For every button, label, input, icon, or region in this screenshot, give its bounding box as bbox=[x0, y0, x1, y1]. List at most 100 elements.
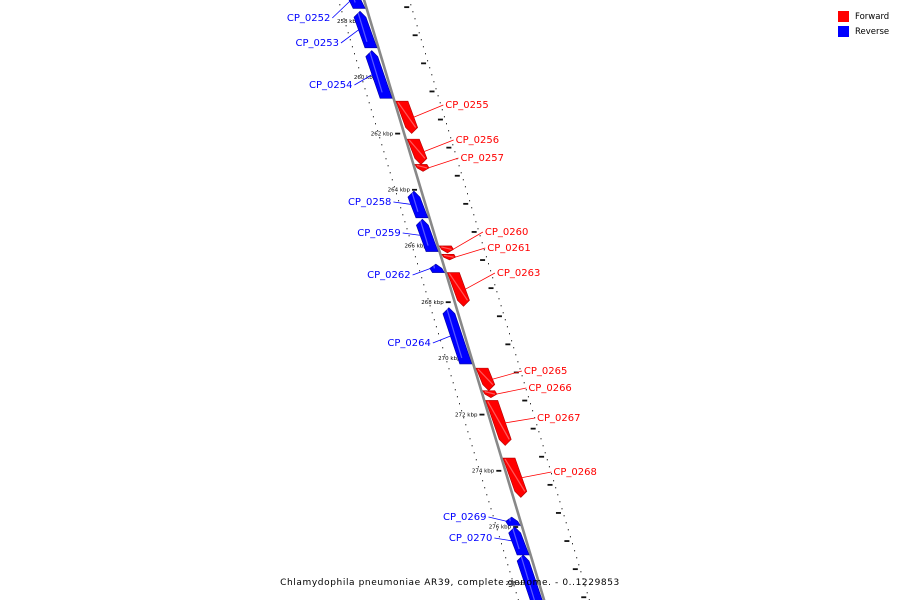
gene-cp-0262-reverse[interactable] bbox=[429, 263, 445, 273]
guide-dot-right bbox=[427, 60, 429, 62]
guide-dot-right bbox=[586, 592, 588, 594]
guide-dot-left bbox=[480, 473, 481, 475]
gene-labels: CP_0252 CP_0253 CP_0254 CP_0255 CP_0256 CP_02… bbox=[287, 0, 597, 544]
guide-dot-left bbox=[505, 557, 507, 559]
guide-dot-left bbox=[356, 60, 358, 62]
leader-line bbox=[412, 268, 431, 276]
gene-highlight bbox=[509, 517, 511, 522]
guide-dot-right bbox=[416, 25, 418, 27]
guide-dot-right bbox=[540, 438, 542, 440]
tick-label: 276 kbp bbox=[489, 525, 512, 531]
guide-dot-right bbox=[452, 144, 454, 146]
guide-dot-right bbox=[485, 256, 487, 258]
guide-dot-left bbox=[503, 550, 505, 552]
guide-dot-left bbox=[490, 508, 492, 510]
guide-dot-left bbox=[459, 403, 460, 405]
guide-dot-right bbox=[460, 172, 462, 174]
gene-label-cp-0261: CP_0261 bbox=[487, 243, 530, 254]
guide-dot-left bbox=[358, 67, 360, 69]
dotted-guides bbox=[339, 4, 590, 600]
gene-cp-0260-forward[interactable] bbox=[438, 245, 454, 254]
guide-dot-left bbox=[473, 452, 475, 454]
leader-line bbox=[496, 387, 527, 395]
guide-dot-right bbox=[454, 151, 456, 153]
gene-label-cp-0267: CP_0267 bbox=[537, 413, 580, 424]
guide-dot-left bbox=[509, 571, 511, 573]
tick-mark bbox=[496, 469, 502, 472]
tick-mark-minor bbox=[564, 540, 570, 542]
gene-highlight bbox=[408, 139, 426, 159]
guide-dot-right bbox=[469, 200, 471, 202]
gene-cp-0266-forward[interactable] bbox=[482, 390, 498, 398]
guide-dot-right bbox=[544, 452, 546, 454]
tick-label: 262 kbp bbox=[371, 131, 394, 137]
guide-dot-left bbox=[381, 144, 383, 146]
guide-dot-left bbox=[435, 326, 437, 328]
guide-dot-right bbox=[464, 186, 466, 188]
guide-dot-left bbox=[463, 417, 465, 419]
gene-cp-0253-reverse[interactable] bbox=[353, 10, 378, 49]
guide-dot-right bbox=[437, 95, 439, 97]
gene-label-cp-0259: CP_0259 bbox=[357, 228, 400, 239]
guide-dot-left bbox=[507, 564, 509, 566]
gene-cp-0267-forward[interactable] bbox=[485, 400, 512, 446]
guide-dot-left bbox=[498, 536, 500, 538]
guide-dot-left bbox=[488, 501, 490, 503]
gene-cp-0268-forward[interactable] bbox=[502, 457, 528, 498]
gene-unlabeled-reverse[interactable] bbox=[516, 554, 546, 600]
guide-dot-right bbox=[473, 214, 475, 216]
tick-mark bbox=[412, 188, 418, 191]
gene-cp-0257-forward[interactable] bbox=[414, 164, 430, 172]
guide-dot-right bbox=[561, 508, 563, 510]
guide-dot-left bbox=[383, 151, 385, 153]
genome-backbone bbox=[362, 0, 546, 600]
tick-label: 278 kbp bbox=[506, 581, 529, 587]
gene-cp-0265-forward[interactable] bbox=[475, 367, 496, 392]
tick-mark-minor bbox=[463, 202, 469, 205]
gene-highlight bbox=[520, 555, 536, 600]
gene-cp-0263-forward[interactable] bbox=[446, 272, 470, 307]
guide-dot-right bbox=[431, 74, 433, 76]
guide-dot-left bbox=[450, 375, 452, 377]
gene-highlight bbox=[397, 101, 417, 128]
guide-dot-right bbox=[551, 473, 552, 475]
gene-highlight bbox=[433, 265, 435, 269]
guide-dot-right bbox=[517, 361, 519, 363]
gene-cp-0254-reverse[interactable] bbox=[365, 50, 393, 99]
gene-label-cp-0269: CP_0269 bbox=[443, 512, 486, 523]
leader-line bbox=[521, 471, 552, 479]
guide-dot-left bbox=[402, 214, 404, 216]
gene-cp-0252-reverse[interactable] bbox=[348, 0, 366, 9]
gene-cp-0261-forward[interactable] bbox=[441, 254, 457, 261]
guide-dot-right bbox=[502, 312, 504, 314]
guide-dot-right bbox=[483, 249, 485, 251]
gene-cp-0258-reverse[interactable] bbox=[407, 190, 429, 219]
gene-cp-0256-forward[interactable] bbox=[406, 138, 428, 165]
legend-item-reverse: Reverse bbox=[838, 24, 889, 39]
gene-cp-0255-forward[interactable] bbox=[395, 100, 418, 134]
gene-cp-0269-reverse[interactable] bbox=[505, 516, 521, 526]
guide-dot-right bbox=[414, 18, 416, 20]
guide-dot-right bbox=[441, 109, 443, 111]
guide-dot-left bbox=[427, 298, 429, 300]
gene-highlight bbox=[448, 273, 468, 301]
guide-dot-left bbox=[421, 277, 423, 279]
guide-dot-right bbox=[513, 347, 515, 349]
tick-mark-minor bbox=[471, 231, 477, 233]
leader-line bbox=[413, 104, 444, 118]
guide-dot-left bbox=[406, 228, 408, 230]
gene-highlight bbox=[484, 391, 496, 395]
guide-dot-left bbox=[385, 158, 387, 160]
legend: Forward Reverse bbox=[838, 9, 889, 39]
gene-cp-0264-reverse[interactable] bbox=[442, 307, 473, 365]
gene-label-cp-0256: CP_0256 bbox=[456, 135, 499, 146]
guide-dot-left bbox=[347, 32, 349, 34]
guide-dot-left bbox=[351, 46, 353, 48]
guide-dot-right bbox=[433, 81, 435, 83]
gene-highlight bbox=[357, 12, 368, 42]
guide-dot-right bbox=[450, 137, 452, 139]
guide-dot-right bbox=[488, 263, 489, 265]
gene-cp-0259-reverse[interactable] bbox=[416, 218, 439, 252]
guide-dot-left bbox=[438, 333, 439, 335]
